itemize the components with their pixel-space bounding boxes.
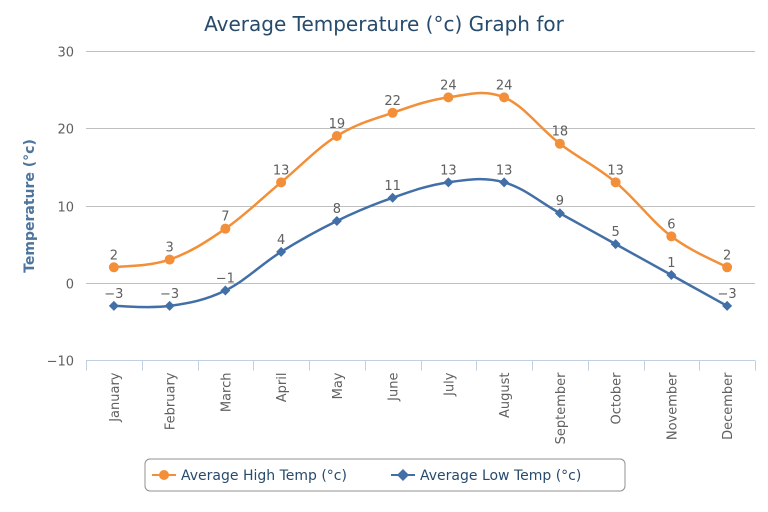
data-point (610, 239, 621, 250)
data-point (331, 130, 342, 141)
legend-item-high[interactable]: Average High Temp (°c) (152, 468, 347, 484)
data-label: 3 (165, 241, 173, 256)
data-label: −3 (160, 287, 179, 302)
data-label: 7 (221, 210, 229, 225)
data-point (276, 246, 287, 257)
data-label: 13 (440, 163, 457, 178)
x-tick-label: April (275, 373, 290, 403)
y-tick-label: −10 (47, 355, 74, 370)
data-point (164, 300, 175, 311)
x-tick-label: June (387, 373, 402, 402)
data-point (276, 177, 287, 188)
data-label: 5 (611, 225, 619, 240)
data-label: 6 (667, 217, 675, 232)
data-label: 11 (384, 179, 401, 194)
x-tick-label: January (108, 372, 123, 423)
data-label: 24 (440, 78, 457, 93)
legend-label-low: Average Low Temp (°c) (420, 468, 581, 484)
data-point (108, 262, 119, 273)
y-tick-label: 0 (66, 278, 74, 293)
data-label: 1 (667, 256, 675, 271)
x-tick-label: August (498, 373, 513, 419)
x-axis: January February March April May June July Augu… (86, 360, 756, 445)
legend-box (144, 458, 626, 492)
y-axis-ticks: −10 0 10 20 30 (47, 46, 74, 370)
series-low: −3 −3 −1 4 8 11 13 13 9 5 1 −3 (104, 163, 737, 311)
data-point (722, 300, 733, 311)
data-label: 8 (333, 202, 341, 217)
data-point (610, 177, 621, 188)
data-label: −1 (216, 271, 235, 286)
legend-label-high: Average High Temp (°c) (181, 468, 347, 484)
data-point (164, 254, 175, 265)
legend-marker-low (397, 469, 409, 481)
data-point (108, 300, 119, 311)
data-label: 13 (496, 163, 513, 178)
data-point (666, 231, 677, 242)
x-tick-label: December (721, 372, 736, 440)
x-tick-label: May (331, 372, 346, 399)
data-label: 2 (723, 248, 731, 263)
series-line-high (113, 91, 728, 269)
data-label: 19 (329, 117, 346, 132)
data-point (666, 270, 677, 281)
grid-lines (86, 51, 755, 361)
data-label: 13 (273, 163, 290, 178)
y-axis-label: Temperature (°c) (22, 139, 38, 273)
data-point (722, 262, 733, 273)
data-label: 24 (496, 78, 513, 93)
x-tick-label: November (665, 372, 680, 440)
x-tick-label: July (442, 372, 457, 397)
data-point (443, 92, 454, 103)
y-tick-label: 30 (57, 46, 74, 61)
data-point (387, 107, 398, 118)
series-layer: 2 3 7 13 19 22 24 24 18 13 6 2 −3 −3 −1 4 8 11 13 13 9 5 1 −3 (104, 78, 737, 311)
data-label: 2 (110, 248, 118, 263)
x-tick-label: October (610, 372, 625, 425)
x-tick-label: March (219, 373, 234, 413)
data-point (554, 138, 565, 149)
legend[interactable]: Average High Temp (°c) Average Low Temp … (144, 458, 626, 492)
data-label: 9 (556, 194, 564, 209)
y-tick-label: 10 (57, 201, 74, 216)
x-tick-label: September (554, 372, 569, 445)
legend-item-low[interactable]: Average Low Temp (°c) (391, 468, 581, 484)
legend-marker-high (159, 470, 169, 480)
data-point (331, 215, 342, 226)
data-label: 22 (384, 94, 401, 109)
data-point (387, 192, 398, 203)
data-label: 13 (607, 163, 624, 178)
x-tick-label: February (164, 372, 179, 430)
data-point (220, 223, 231, 234)
data-point (499, 92, 510, 103)
data-label: 18 (552, 125, 569, 140)
chart-title: Average Temperature (°c) Graph for (204, 12, 564, 36)
data-label: −3 (718, 287, 737, 302)
data-point (220, 285, 231, 296)
data-label: 4 (277, 233, 285, 248)
data-point (499, 177, 510, 188)
data-label: −3 (104, 287, 123, 302)
data-point (554, 208, 565, 219)
data-point (443, 177, 454, 188)
y-tick-label: 20 (57, 123, 74, 138)
